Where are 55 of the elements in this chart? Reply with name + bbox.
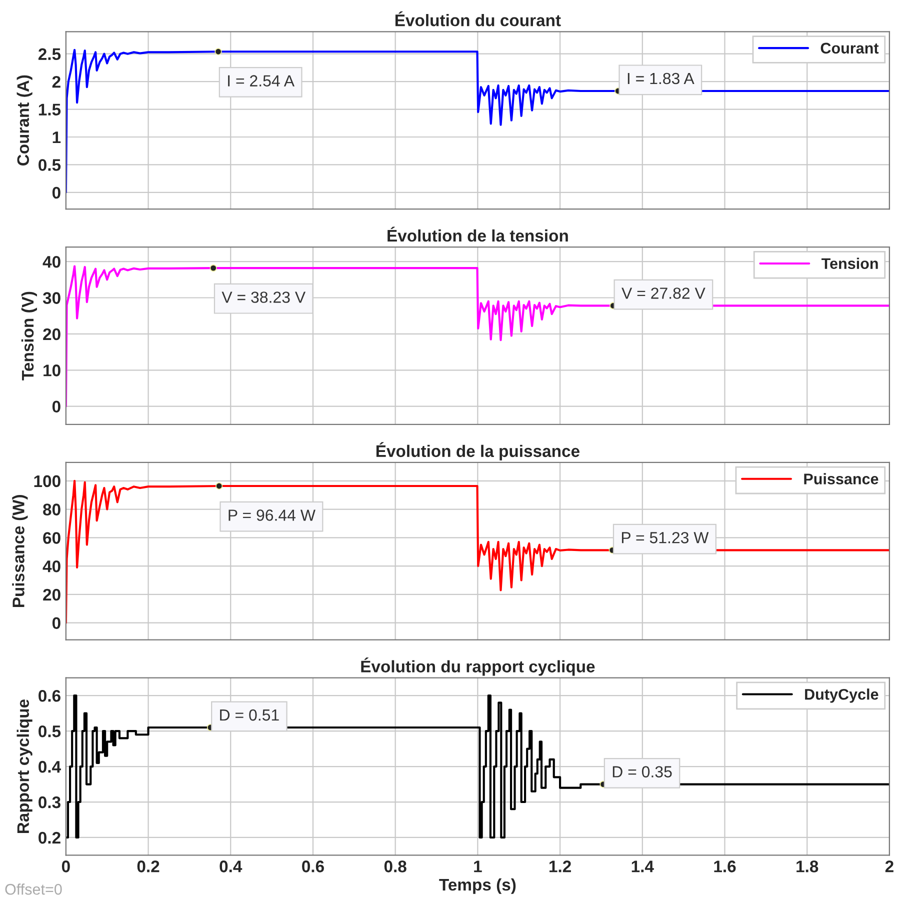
y-tick-label: 10 bbox=[44, 364, 60, 376]
annotation: I = 1.83 A bbox=[628, 72, 694, 84]
x-tick-label: 1.4 bbox=[632, 860, 654, 872]
text: Offset=0 bbox=[5, 884, 62, 895]
y-tick-label: 0.5 bbox=[38, 725, 61, 738]
annotation: P = 51.23 W bbox=[622, 532, 709, 544]
x-tick-label: 0 bbox=[62, 860, 70, 872]
x-tick-label: 0.2 bbox=[137, 860, 160, 872]
annotation: V = 38.23 V bbox=[222, 292, 306, 303]
x-tick-label: 1.6 bbox=[714, 860, 736, 872]
y-tick-label: 20 bbox=[43, 588, 60, 601]
x-tick-label: 1.2 bbox=[550, 860, 571, 872]
x-tick-label: 0.4 bbox=[220, 860, 242, 872]
x-tick-label: 2 bbox=[885, 860, 894, 872]
annotation: P = 96.44 W bbox=[228, 510, 316, 521]
x-tick-label: 0.8 bbox=[384, 860, 406, 872]
chart-title: Évolution du courant bbox=[395, 11, 561, 26]
y-tick-label: 0 bbox=[52, 400, 60, 413]
y-tick-label: 2 bbox=[52, 76, 60, 88]
y-tick-label: 0.5 bbox=[38, 159, 61, 171]
annotation: D = 0.51 bbox=[220, 709, 279, 721]
y-axis-title: Courant (A) bbox=[16, 75, 32, 166]
legend-label: DutyCycle bbox=[805, 688, 878, 703]
y-tick-label: 0.6 bbox=[38, 690, 60, 702]
x-axis-title: Temps (s) bbox=[439, 878, 516, 894]
x-tick-label: 0.6 bbox=[302, 860, 324, 872]
y-axis-title: Rapport cyclique bbox=[16, 699, 32, 834]
y-tick-label: 0 bbox=[52, 186, 60, 199]
y-axis-title: Tension (V) bbox=[21, 292, 37, 380]
y-tick-label: 60 bbox=[43, 532, 60, 544]
legend-label: Courant bbox=[820, 42, 879, 54]
y-tick-label: 0.2 bbox=[38, 832, 60, 844]
y-tick-label: 1 bbox=[52, 132, 61, 144]
legend-label: Tension bbox=[822, 258, 878, 269]
x-tick-label: 1.8 bbox=[796, 860, 818, 872]
annotation: I = 2.54 A bbox=[228, 75, 295, 86]
x-tick-label: 1 bbox=[474, 860, 482, 872]
y-tick-label: 2.5 bbox=[38, 48, 61, 60]
y-axis-title: Puissance (W) bbox=[12, 495, 28, 607]
chart-title: Évolution de la tension bbox=[388, 226, 568, 242]
legend-label: Puissance bbox=[804, 473, 878, 484]
y-tick-label: 80 bbox=[43, 504, 60, 516]
y-tick-label: 40 bbox=[42, 256, 60, 268]
annotation: D = 0.35 bbox=[612, 766, 672, 778]
chart-title: Évolution du rapport cyclique bbox=[361, 658, 595, 676]
chart-title: Évolution de la puissance bbox=[376, 442, 580, 460]
y-tick-label: 0.3 bbox=[38, 796, 60, 808]
y-tick-label: 100 bbox=[34, 475, 60, 488]
y-tick-label: 0 bbox=[52, 617, 60, 630]
y-tick-label: 30 bbox=[42, 292, 60, 304]
y-tick-label: 20 bbox=[43, 328, 60, 340]
y-tick-label: 40 bbox=[42, 560, 60, 572]
annotation: V = 27.82 V bbox=[622, 288, 706, 299]
y-tick-label: 0.4 bbox=[38, 760, 61, 773]
y-tick-label: 1.5 bbox=[38, 104, 61, 116]
